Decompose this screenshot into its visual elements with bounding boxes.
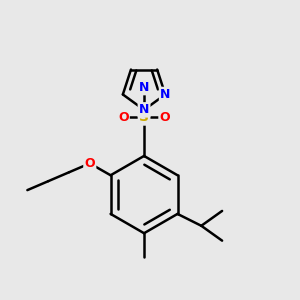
Text: N: N: [139, 81, 149, 94]
Text: O: O: [118, 111, 129, 124]
Text: O: O: [160, 111, 170, 124]
Text: O: O: [85, 157, 95, 170]
Text: N: N: [139, 103, 149, 116]
Text: N: N: [160, 88, 170, 101]
Text: S: S: [139, 110, 149, 124]
